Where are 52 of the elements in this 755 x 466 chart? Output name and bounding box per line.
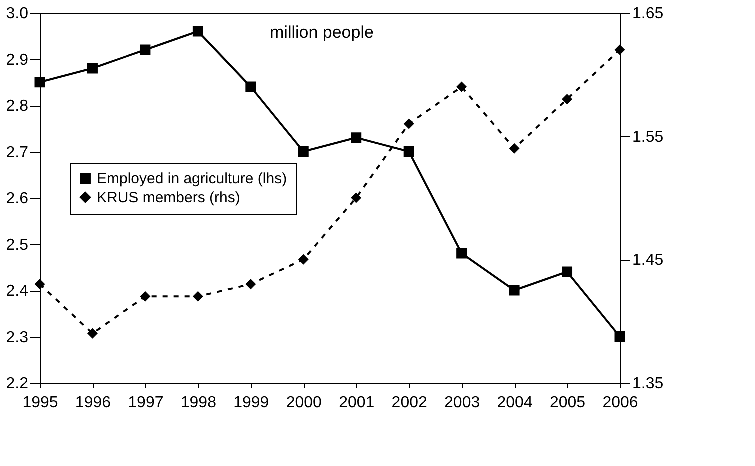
point xyxy=(351,192,362,204)
x-tick-label: 2000 xyxy=(286,394,322,412)
point xyxy=(192,291,204,302)
y2-tick-label: 1.55 xyxy=(632,128,664,146)
point xyxy=(87,328,98,339)
y2-tick-label: 1.45 xyxy=(632,252,664,270)
point xyxy=(509,143,520,154)
point xyxy=(456,248,468,259)
x-tick-label: 1998 xyxy=(180,394,217,412)
y-tick-label: 2.5 xyxy=(6,236,29,254)
x-tick-label: 1996 xyxy=(75,394,112,412)
y-tick-label: 2.3 xyxy=(6,329,29,346)
point xyxy=(34,279,46,290)
point xyxy=(246,82,256,92)
y2-tick-label: 1.65 xyxy=(632,6,664,22)
y-tick-label: 3.0 xyxy=(6,6,29,22)
point xyxy=(246,279,256,290)
legend-label: KRUS members (rhs) xyxy=(97,190,240,206)
y-tick-label: 2.6 xyxy=(6,190,29,208)
legend-label: Employed in agriculture (lhs) xyxy=(97,170,288,188)
point xyxy=(509,285,520,296)
point xyxy=(404,118,414,130)
x-tick-label: 2003 xyxy=(444,394,480,412)
x-tick-label: 1995 xyxy=(22,394,58,412)
point xyxy=(456,82,468,92)
x-tick-label: 2005 xyxy=(550,394,586,412)
x-tick-label: 1999 xyxy=(234,394,270,412)
y-tick-label: 2.2 xyxy=(6,376,29,392)
point xyxy=(562,266,573,278)
annotation: million people xyxy=(270,23,374,42)
y-tick-label: 2.8 xyxy=(6,98,29,115)
y-tick-label: 2.4 xyxy=(6,283,29,300)
point xyxy=(298,146,309,157)
point xyxy=(614,332,626,342)
x-tick-label: 2001 xyxy=(339,394,375,412)
y-tick-label: 2.9 xyxy=(6,52,29,69)
point xyxy=(614,44,626,56)
point xyxy=(140,291,151,302)
point xyxy=(87,63,98,74)
x-tick-label: 1997 xyxy=(128,394,164,412)
point xyxy=(404,146,414,157)
point xyxy=(192,26,204,37)
point xyxy=(34,77,46,88)
y2-tick-label: 1.35 xyxy=(632,376,664,392)
point xyxy=(562,94,573,105)
x-tick-label: 2002 xyxy=(392,394,428,412)
x-tick-label: 2004 xyxy=(497,394,533,412)
y-tick-label: 2.7 xyxy=(6,144,29,162)
point xyxy=(351,132,362,144)
point xyxy=(140,44,151,56)
x-tick-label: 2006 xyxy=(602,394,638,412)
point xyxy=(298,254,309,265)
